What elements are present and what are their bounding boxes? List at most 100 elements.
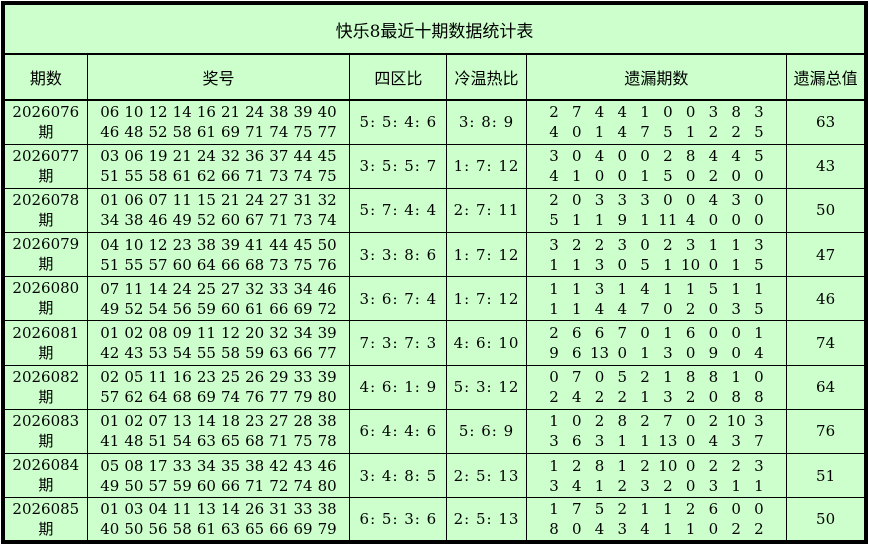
miss-number: 3 (549, 235, 559, 254)
prize-number: 26 (245, 500, 265, 519)
miss-number: 0 (663, 299, 673, 318)
miss-number: 5 (754, 123, 764, 142)
miss-number: 0 (572, 147, 582, 166)
prize-number: 08 (124, 456, 144, 475)
miss-number: 8 (731, 103, 741, 122)
miss-number-line: 9 6 13 0 1 3 0 9 0 4 (527, 343, 786, 363)
miss-periods-cell: 3 2 2 3 0 2 3 1 1 3 1 1 3 0 5 1 10 0 1 5 (525, 232, 788, 278)
prize-number: 38 (196, 235, 216, 254)
miss-number: 1 (754, 476, 764, 495)
miss-number: 13 (589, 344, 610, 363)
prize-number: 76 (245, 388, 265, 407)
miss-number: 4 (617, 123, 628, 142)
prize-number: 66 (269, 299, 289, 318)
prize-number: 04 (148, 500, 168, 519)
miss-number: 4 (708, 191, 719, 210)
header-miss-total: 遗漏总值 (786, 53, 867, 101)
miss-number: 5 (754, 255, 764, 274)
miss-number: 1 (754, 279, 764, 298)
miss-number: 0 (708, 324, 719, 343)
prize-number-line: 05 08 17 33 34 35 38 42 43 46 (88, 456, 349, 476)
prize-number: 23 (172, 235, 192, 254)
period-cell: 2026079期 (2, 232, 88, 278)
miss-number: 2 (731, 456, 741, 475)
prize-number: 71 (245, 123, 265, 142)
miss-number: 0 (572, 191, 582, 210)
prize-number: 78 (317, 432, 337, 451)
miss-number: 8 (617, 412, 628, 431)
prize-number: 51 (100, 167, 120, 186)
prize-number: 68 (245, 432, 265, 451)
prize-numbers-cell: 01 03 04 11 13 14 26 31 33 38 40 50 56 58 61 63 65 66 69 79 (86, 497, 351, 543)
miss-number: 0 (572, 412, 582, 431)
prize-number: 65 (220, 432, 241, 451)
miss-number: 7 (572, 103, 582, 122)
miss-number: 3 (754, 235, 764, 254)
prize-number: 11 (172, 500, 192, 519)
miss-number: 1 (572, 167, 582, 186)
prize-number-line: 01 03 04 11 13 14 26 31 33 38 (88, 499, 349, 519)
miss-number: 4 (617, 299, 628, 318)
miss-number: 4 (640, 520, 650, 539)
table-row: 2026081期 01 02 08 09 11 12 20 32 34 39 42 43 53 54 55 58… (2, 320, 867, 366)
prize-number: 39 (317, 324, 337, 343)
miss-number-line: 5 1 1 9 1 11 4 0 0 0 (527, 210, 786, 230)
prize-number: 46 (100, 123, 120, 142)
prize-number: 69 (293, 520, 313, 539)
miss-number: 7 (663, 412, 673, 431)
prize-number: 66 (220, 476, 241, 495)
miss-number: 5 (640, 255, 650, 274)
miss-number: 0 (572, 123, 582, 142)
miss-number: 1 (549, 412, 559, 431)
miss-number: 1 (640, 388, 650, 407)
prize-number: 12 (148, 103, 168, 122)
miss-number: 0 (708, 255, 719, 274)
miss-number: 0 (685, 476, 696, 495)
prize-number: 01 (100, 500, 120, 519)
prize-number: 12 (148, 235, 168, 254)
period-cell: 2026084期 (2, 452, 88, 499)
prize-number: 73 (269, 255, 289, 274)
prize-number: 48 (124, 123, 144, 142)
prize-number: 44 (293, 147, 313, 166)
prize-number: 14 (148, 279, 168, 298)
prize-number: 40 (100, 520, 120, 539)
miss-number: 1 (549, 279, 559, 298)
miss-number: 0 (754, 211, 764, 230)
prize-number: 50 (124, 520, 144, 539)
period-cell: 2026082期 (2, 364, 88, 410)
miss-number: 3 (549, 432, 559, 451)
prize-number-line: 49 52 54 56 59 60 61 66 69 72 (88, 299, 349, 319)
prize-number: 64 (148, 388, 168, 407)
miss-number: 1 (549, 456, 559, 475)
prize-number: 42 (100, 344, 120, 363)
prize-number: 33 (293, 500, 313, 519)
prize-number: 41 (245, 235, 265, 254)
cold-warm-hot-cell: 4: 6: 10 (446, 320, 527, 366)
miss-number: 3 (640, 476, 650, 495)
miss-number: 3 (663, 388, 673, 407)
miss-number: 2 (640, 368, 650, 387)
prize-number: 61 (172, 167, 192, 186)
prize-number: 11 (148, 368, 168, 387)
prize-number: 79 (317, 520, 337, 539)
prize-number: 51 (148, 432, 168, 451)
prize-number: 65 (245, 520, 265, 539)
prize-number-line: 07 11 14 24 25 27 32 33 34 46 (88, 279, 349, 299)
prize-number: 74 (269, 123, 289, 142)
miss-number: 5 (754, 299, 764, 318)
period-cell: 2026076期 (2, 99, 88, 145)
prize-number: 35 (220, 456, 241, 475)
prize-number: 31 (269, 500, 289, 519)
miss-number: 1 (754, 324, 764, 343)
prize-number: 59 (172, 476, 192, 495)
miss-periods-cell: 1 0 2 8 2 7 0 2 10 3 3 6 3 1 1 13 0 4 3 7 (525, 408, 788, 455)
prize-numbers-cell: 01 06 07 11 15 21 24 27 31 32 34 38 46 49 52 60 67 71 73 74 (86, 187, 351, 234)
prize-number: 10 (124, 103, 144, 122)
